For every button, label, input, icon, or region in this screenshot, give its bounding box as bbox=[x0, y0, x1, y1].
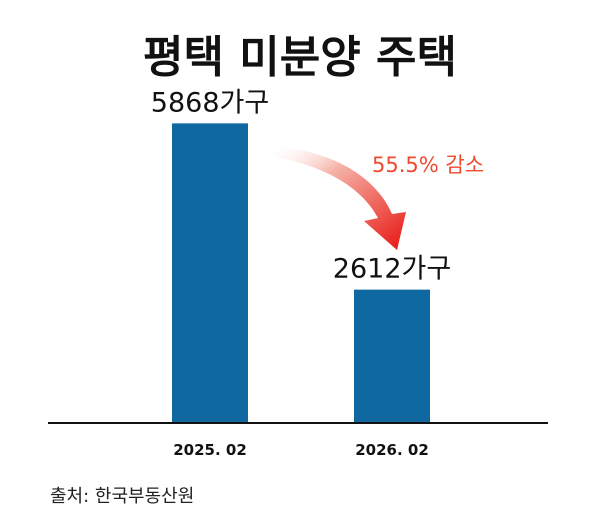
chart-title: 평택 미분양 주택 bbox=[143, 32, 457, 83]
decrease-arrow-icon bbox=[270, 146, 406, 250]
source-note: 출처: 한국부동산원 bbox=[50, 486, 194, 507]
bar-1 bbox=[172, 123, 248, 423]
bar-value-label-1: 5868가구 bbox=[151, 87, 269, 118]
bars-group: 5868가구 2612가구 bbox=[151, 87, 451, 423]
x-tick-label-2: 2026. 02 bbox=[355, 441, 429, 459]
x-axis-ticks: 2025. 02 2026. 02 bbox=[173, 441, 429, 459]
bar-2 bbox=[354, 289, 430, 423]
bar-value-label-2: 2612가구 bbox=[333, 254, 451, 285]
x-tick-label-1: 2025. 02 bbox=[173, 441, 247, 459]
decrease-annotation: 55.5% 감소 bbox=[372, 153, 484, 177]
